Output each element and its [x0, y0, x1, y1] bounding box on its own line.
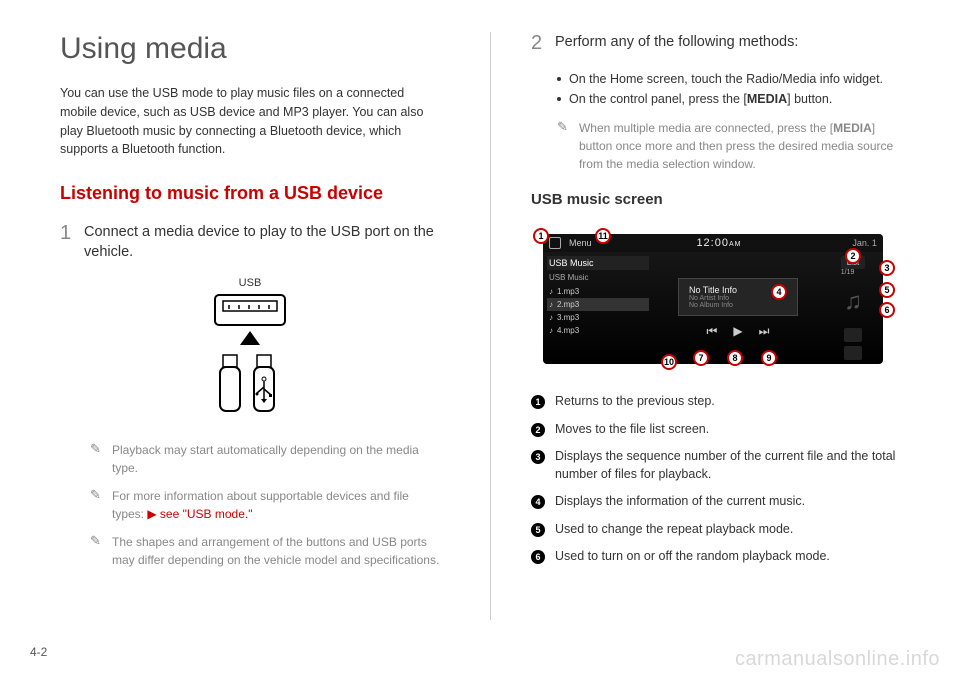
track-row: ♪3.mp3 [547, 311, 649, 324]
prev-icon: ⏮ [707, 324, 718, 339]
step-1: 1 Connect a media device to play to the … [60, 222, 440, 263]
track-row: ♪2.mp3 [547, 298, 649, 311]
step-1-number: 1 [60, 222, 74, 263]
shuffle-icon [844, 346, 862, 360]
step-2-number: 2 [531, 32, 545, 55]
left-column: Using media You can use the USB mode to … [60, 32, 440, 620]
callout-3: 3 [879, 260, 895, 276]
callout-6: 6 [879, 302, 895, 318]
repeat-icon [844, 328, 862, 342]
pencil-icon: ✎ [90, 487, 104, 523]
callout-9: 9 [761, 350, 777, 366]
callout-4: 4 [771, 284, 787, 300]
usb-label: USB [60, 277, 440, 289]
callout-7: 7 [693, 350, 709, 366]
source-title: USB Music [547, 256, 649, 270]
step-2-text: Perform any of the following methods: [555, 32, 798, 55]
usb-mode-link[interactable]: ▶ see "USB mode." [147, 507, 252, 521]
pencil-icon: ✎ [557, 119, 571, 173]
note-3: ✎ The shapes and arrangement of the butt… [90, 533, 440, 569]
note-1: ✎ Playback may start automatically depen… [90, 441, 440, 477]
callout-1: 1 [533, 228, 549, 244]
legend-item: 2Moves to the file list screen. [531, 421, 910, 439]
usb-screen-heading: USB music screen [531, 191, 910, 208]
track-row: ♪4.mp3 [547, 324, 649, 337]
pencil-icon: ✎ [90, 441, 104, 477]
callout-11: 11 [595, 228, 611, 244]
page-title: Using media [60, 32, 440, 66]
watermark: carmanualsonline.info [735, 648, 940, 671]
track-row: ♪1.mp3 [547, 285, 649, 298]
callout-legend: 1Returns to the previous step. 2Moves to… [531, 393, 910, 566]
legend-item: 1Returns to the previous step. [531, 393, 910, 411]
date: Jan. 1 [852, 238, 877, 248]
callout-8: 8 [727, 350, 743, 366]
play-icon: ▶ [733, 324, 742, 339]
home-icon [549, 237, 561, 249]
bullet-dot-icon [557, 97, 561, 101]
playback-controls: ⏮ ▶ ⏭ [707, 324, 770, 339]
usb-figure: USB [60, 277, 440, 423]
note-2-text: For more information about supportable d… [112, 487, 440, 523]
right-column: 2 Perform any of the following methods: … [490, 32, 910, 620]
callout-2: 2 [845, 248, 861, 264]
menu-label: Menu [569, 238, 592, 248]
bullet-dot-icon [557, 77, 561, 81]
usb-screenshot-figure: Menu 12:00AM Jan. 1 USB Music USB Music … [531, 222, 891, 377]
intro-text: You can use the USB mode to play music f… [60, 84, 440, 159]
step-1-text: Connect a media device to play to the US… [84, 222, 440, 263]
usb-screenshot: Menu 12:00AM Jan. 1 USB Music USB Music … [543, 234, 883, 364]
note-2: ✎ For more information about supportable… [90, 487, 440, 523]
section-heading: Listening to music from a USB device [60, 183, 440, 204]
bullet-1-text: On the Home screen, touch the Radio/Medi… [569, 69, 883, 89]
legend-item: 4Displays the information of the current… [531, 493, 910, 511]
bullet-1: On the Home screen, touch the Radio/Medi… [557, 69, 910, 89]
bullet-2-text: On the control panel, press the [MEDIA] … [569, 89, 832, 109]
source-subtitle: USB Music [547, 272, 649, 283]
clock: 12:00AM [696, 237, 741, 249]
step-2-bullets: On the Home screen, touch the Radio/Medi… [557, 69, 910, 109]
note-1-text: Playback may start automatically dependi… [112, 441, 440, 477]
step-2-note-text: When multiple media are connected, press… [579, 119, 910, 173]
step-2-note: ✎ When multiple media are connected, pre… [557, 119, 910, 173]
track-count: 1/19 [841, 269, 865, 276]
bullet-2: On the control panel, press the [MEDIA] … [557, 89, 910, 109]
music-note-icon: ♫ [844, 288, 862, 316]
legend-item: 3Displays the sequence number of the cur… [531, 448, 910, 483]
callout-10: 10 [661, 354, 677, 370]
step-2: 2 Perform any of the following methods: [531, 32, 910, 55]
next-icon: ⏭ [759, 324, 770, 339]
legend-item: 6Used to turn on or off the random playb… [531, 548, 910, 566]
pencil-icon: ✎ [90, 533, 104, 569]
legend-item: 5Used to change the repeat playback mode… [531, 521, 910, 539]
usb-port-icon [195, 293, 305, 423]
note-3-text: The shapes and arrangement of the button… [112, 533, 440, 569]
callout-5: 5 [879, 282, 895, 298]
page-number: 4-2 [30, 645, 47, 659]
